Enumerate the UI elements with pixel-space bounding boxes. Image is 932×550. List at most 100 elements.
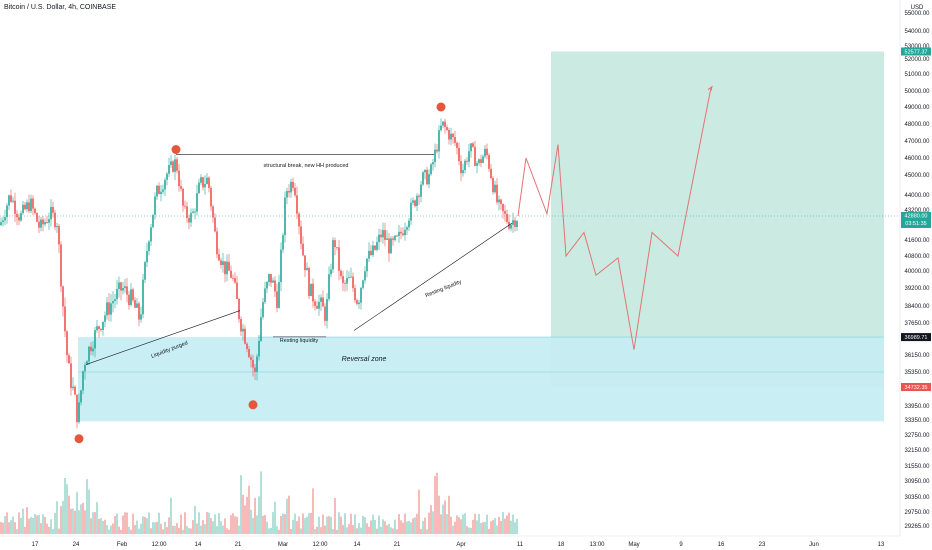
volume-bar (292, 519, 294, 534)
volume-bar (184, 512, 186, 534)
volume-bar (172, 525, 174, 534)
time-tick: Jun (809, 542, 819, 548)
volume-bar (266, 521, 268, 534)
volume-bar (388, 523, 390, 534)
volume-bar (468, 527, 470, 534)
volume-bar (298, 516, 300, 534)
candle-body (130, 289, 132, 305)
time-tick: 12:00 (312, 542, 328, 548)
volume-bar (242, 494, 244, 534)
volume-bar (8, 522, 10, 534)
volume-bar (10, 520, 12, 534)
volume-bar (254, 497, 256, 534)
candle-body (394, 235, 396, 240)
price-tick: 49000.00 (904, 105, 930, 111)
current-price-badge: 42880.00 03:51:35 (901, 212, 931, 228)
volume-bar (296, 521, 298, 534)
candle-body (196, 193, 198, 212)
volume-bar (410, 522, 412, 534)
volume-bar (196, 523, 198, 534)
candle-body (110, 303, 112, 315)
candle-body (28, 202, 30, 212)
volume-layer (0, 471, 518, 534)
price-tick: 47000.00 (904, 139, 930, 145)
volume-bar (230, 515, 232, 534)
candle-body (220, 260, 222, 266)
candle-body (458, 147, 460, 162)
swing-point (74, 434, 84, 444)
volume-bar (386, 525, 388, 534)
volume-bar (342, 525, 344, 534)
volume-bar (112, 523, 114, 534)
candle-body (180, 186, 182, 189)
volume-bar (348, 524, 350, 534)
candle-body (22, 204, 24, 214)
candle-body (476, 163, 478, 166)
candle-body (504, 211, 506, 214)
volume-bar (14, 522, 16, 534)
volume-bar (268, 528, 270, 534)
candle-body (346, 277, 348, 284)
candle-body (124, 286, 126, 289)
candle-body (158, 185, 160, 194)
volume-bar (290, 528, 292, 534)
volume-bar (232, 513, 234, 534)
candle-body (228, 261, 230, 271)
candle-body (318, 301, 320, 309)
volume-bar (192, 520, 194, 534)
candle-body (140, 314, 142, 320)
price-axis[interactable] (900, 0, 932, 550)
price-tick: 54000.00 (904, 29, 930, 35)
volume-bar (58, 528, 60, 534)
time-tick: 13 (878, 542, 885, 548)
candle-body (122, 288, 124, 291)
volume-bar (248, 485, 250, 534)
volume-bar (502, 512, 504, 534)
candle-body (114, 299, 116, 301)
volume-bar (212, 521, 214, 534)
volume-bar (408, 520, 410, 534)
candle-body (72, 386, 74, 389)
price-tick: 30350.00 (904, 495, 930, 501)
volume-bar (118, 526, 120, 534)
volume-bar (56, 501, 58, 534)
entry-price-badge: 36989.71 (901, 333, 931, 342)
volume-bar (110, 525, 112, 534)
volume-bar (456, 515, 458, 534)
candle-body (70, 363, 72, 389)
candle-body (44, 222, 46, 225)
volume-bar (474, 513, 476, 534)
candle-body (104, 315, 106, 322)
candle-body (278, 282, 280, 308)
candle-body (392, 238, 394, 240)
candle-body (160, 191, 162, 194)
volume-bar (284, 514, 286, 534)
volume-bar (402, 522, 404, 534)
candle-body (184, 205, 186, 207)
volume-bar (508, 512, 510, 534)
candle-body (296, 195, 298, 214)
candle-body (144, 262, 146, 280)
volume-bar (182, 529, 184, 534)
candle-body (74, 386, 76, 395)
volume-bar (400, 520, 402, 534)
candle-body (78, 402, 80, 423)
candle-body (206, 177, 208, 185)
volume-bar (340, 516, 342, 534)
candle-body (268, 274, 270, 283)
time-axis[interactable] (0, 536, 900, 550)
volume-bar (394, 519, 396, 534)
candle-body (324, 306, 326, 321)
projection-arrowhead (707, 85, 713, 91)
volume-bar (158, 512, 160, 534)
candle-body (436, 149, 438, 152)
volume-bar (20, 518, 22, 534)
volume-bar (480, 523, 482, 534)
candle-body (500, 199, 502, 204)
volume-bar (466, 526, 468, 534)
candle-body (192, 211, 194, 213)
candle-body (2, 220, 4, 223)
candle-body (216, 231, 218, 255)
